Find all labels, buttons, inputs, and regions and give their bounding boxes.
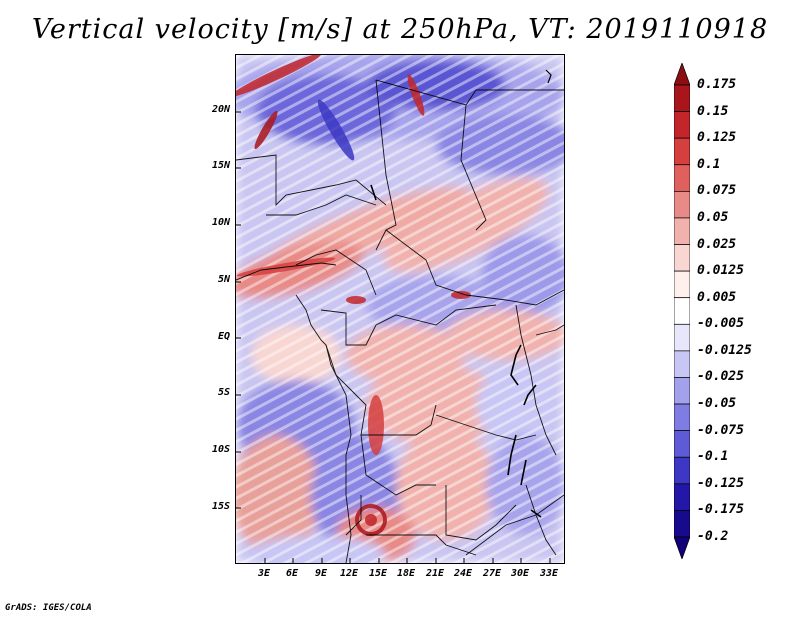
lat-label-20n: 20N [211, 104, 230, 115]
colorbar-label: 0.0125 [697, 263, 744, 279]
colorbar-bin [674, 510, 690, 538]
lat-label-eq: EQ [217, 331, 230, 342]
colorbar-bin [674, 350, 690, 378]
colorbar-label: 0.175 [697, 77, 737, 92]
map-plot-area [235, 54, 565, 564]
colorbar-label: 0.005 [697, 289, 737, 305]
colorbar-label: -0.125 [697, 475, 744, 491]
colorbar-bin [674, 270, 690, 299]
colorbar-bottom-arrow [674, 536, 690, 559]
colorbar-bin [674, 483, 690, 511]
colorbar-label: -0.075 [697, 422, 744, 438]
colorbar [674, 63, 690, 559]
lon-label-21e: 21E [425, 568, 445, 579]
colorbar-label: -0.025 [697, 369, 744, 385]
lon-label-15e: 15E [368, 568, 388, 579]
colorbar-label: 0.125 [697, 130, 737, 146]
lat-label-15n: 15N [211, 160, 230, 171]
colorbar-label: 0.15 [697, 103, 729, 119]
colorbar-bin [674, 111, 690, 139]
colorbar-bin [674, 456, 690, 485]
colorbar-label: -0.05 [697, 396, 737, 412]
colorbar-bin [674, 191, 690, 219]
colorbar-label: -0.0125 [697, 342, 752, 358]
colorbar-label: -0.005 [697, 316, 744, 332]
colorbar-label: 0.05 [697, 209, 729, 225]
colorbar-bin [674, 297, 690, 325]
colorbar-bin [674, 377, 690, 405]
lon-label-3e: 3E [257, 568, 271, 579]
lat-label-5s: 5S [217, 387, 230, 398]
colorbar-top-arrow [674, 63, 690, 86]
lon-label-12e: 12E [339, 568, 359, 579]
colorbar-bin [674, 84, 690, 112]
lon-label-33e: 33E [539, 568, 559, 579]
lat-label-15s: 15S [211, 501, 230, 512]
velocity-field [236, 55, 564, 563]
lon-label-9e: 9E [314, 568, 328, 579]
map-title: Vertical velocity [m/s] at 250hPa, VT: 2… [31, 14, 769, 45]
colorbar-bin [674, 403, 690, 431]
footer-credit: GrADS: IGES/COLA [5, 603, 92, 613]
colorbar-bin [674, 137, 690, 166]
lon-label-30e: 30E [510, 568, 530, 579]
lon-label-27e: 27E [482, 568, 502, 579]
lon-label-24e: 24E [453, 568, 473, 579]
lon-label-6e: 6E [285, 568, 299, 579]
lat-label-10n: 10N [211, 217, 230, 228]
colorbar-bin [674, 430, 690, 458]
colorbar-bin [674, 217, 690, 245]
colorbar-label: -0.1 [697, 449, 729, 465]
lon-label-18e: 18E [396, 568, 416, 579]
lat-label-5n: 5N [217, 274, 230, 285]
colorbar-bin [674, 244, 690, 272]
colorbar-label: -0.175 [697, 502, 744, 518]
colorbar-bin [674, 323, 690, 352]
colorbar-label: -0.2 [697, 529, 729, 544]
colorbar-label: 0.075 [697, 183, 737, 199]
colorbar-bin [674, 164, 690, 192]
colorbar-label: 0.025 [697, 236, 737, 252]
lat-label-10s: 10S [211, 444, 230, 455]
colorbar-label: 0.1 [697, 156, 721, 172]
